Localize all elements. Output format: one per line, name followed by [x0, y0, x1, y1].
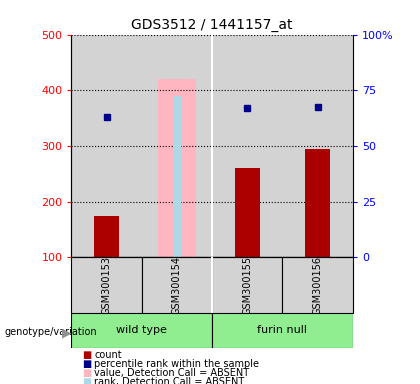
Text: GSM300156: GSM300156	[312, 256, 323, 314]
Bar	[212, 257, 282, 313]
Text: ■: ■	[82, 350, 91, 360]
Text: ■: ■	[82, 359, 91, 369]
Title: GDS3512 / 1441157_at: GDS3512 / 1441157_at	[131, 18, 293, 32]
Text: genotype/variation: genotype/variation	[4, 327, 97, 337]
Bar	[94, 215, 119, 257]
Text: GSM300154: GSM300154	[172, 256, 182, 314]
Text: ■: ■	[82, 377, 91, 384]
Text: wild type: wild type	[116, 325, 167, 335]
Bar	[305, 149, 330, 257]
Bar	[158, 79, 196, 257]
Text: furin null: furin null	[257, 325, 307, 335]
Text: value, Detection Call = ABSENT: value, Detection Call = ABSENT	[94, 368, 249, 378]
Text: GSM300155: GSM300155	[242, 256, 252, 314]
Text: ■: ■	[82, 368, 91, 378]
Text: percentile rank within the sample: percentile rank within the sample	[94, 359, 260, 369]
Bar	[235, 168, 260, 257]
Bar	[212, 35, 283, 257]
Bar	[71, 35, 142, 257]
Bar	[142, 35, 212, 257]
Bar	[282, 257, 353, 313]
Bar	[71, 257, 142, 313]
Bar	[212, 313, 353, 348]
Bar	[283, 35, 353, 257]
Text: ▶: ▶	[62, 327, 72, 340]
Bar	[71, 313, 212, 348]
Text: count: count	[94, 350, 122, 360]
Bar	[173, 96, 181, 257]
Text: rank, Detection Call = ABSENT: rank, Detection Call = ABSENT	[94, 377, 245, 384]
Bar	[142, 257, 212, 313]
Text: GSM300153: GSM300153	[102, 256, 112, 314]
